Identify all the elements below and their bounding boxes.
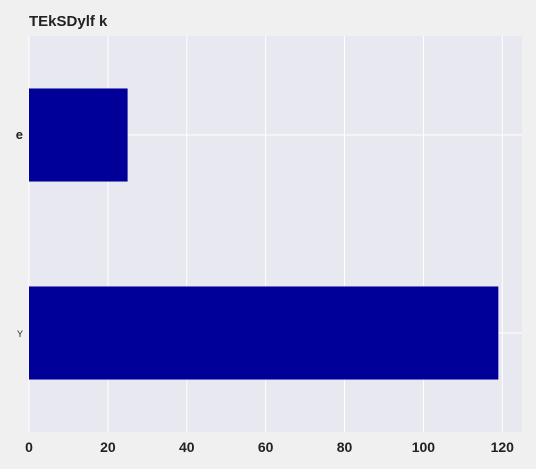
y-tick-label: e (16, 127, 23, 142)
bars (29, 88, 499, 380)
x-tick-label: 60 (258, 439, 274, 455)
y-axis-tick-labels: eY (16, 127, 23, 339)
x-tick-label: 80 (337, 439, 353, 455)
x-axis-tick-labels: 0 20 40 60 80 100 120 (25, 439, 514, 455)
y-tick-label: Y (17, 329, 23, 339)
x-tick-label: 100 (412, 439, 436, 455)
bar-Y (29, 286, 499, 380)
bar-e (29, 88, 128, 182)
x-tick-label: 120 (491, 439, 515, 455)
x-tick-label: 40 (179, 439, 195, 455)
chart-title: TEkSDylf k (29, 13, 108, 30)
x-tick-label: 20 (100, 439, 116, 455)
x-tick-label: 0 (25, 439, 33, 455)
